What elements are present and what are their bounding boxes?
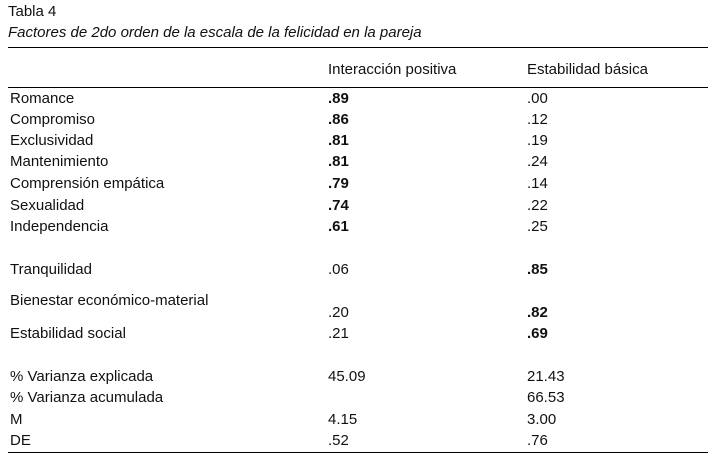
row-label: Comprensión empática: [10, 175, 165, 192]
cell: .85: [527, 261, 548, 278]
cell: .86: [328, 111, 349, 128]
row-label: M: [10, 411, 23, 428]
rule: [8, 47, 708, 48]
cell: .79: [328, 175, 349, 192]
cell: .00: [527, 90, 548, 107]
table-label: Tabla 4: [8, 3, 57, 20]
table-title: Factores de 2do orden de la escala de la…: [8, 24, 422, 41]
cell: .22: [527, 197, 548, 214]
cell: 4.15: [328, 411, 358, 428]
cell: .24: [527, 153, 548, 170]
cell: .74: [328, 197, 349, 214]
cell: .81: [328, 153, 349, 170]
row-label: DE: [10, 432, 31, 449]
row-label: % Varianza acumulada: [10, 389, 164, 406]
column-header: Interacción positiva: [328, 61, 457, 78]
cell: .69: [527, 325, 548, 342]
cell: .82: [527, 304, 548, 321]
cell: .14: [527, 175, 548, 192]
cell: .21: [328, 325, 349, 342]
cell: .25: [527, 218, 548, 235]
cell: .89: [328, 90, 349, 107]
rule: [8, 452, 708, 453]
row-label: Bienestar económico-material: [10, 292, 209, 309]
cell: .19: [527, 132, 548, 149]
cell: 21.43: [527, 368, 565, 385]
cell: .20: [328, 304, 349, 321]
row-label: % Varianza explicada: [10, 368, 154, 385]
cell: .06: [328, 261, 349, 278]
row-label: Compromiso: [10, 111, 96, 128]
column-header: Estabilidad básica: [527, 61, 648, 78]
row-label: Estabilidad social: [10, 325, 126, 342]
cell: .81: [328, 132, 349, 149]
row-label: Mantenimiento: [10, 153, 109, 170]
cell: 45.09: [328, 368, 366, 385]
row-label: Romance: [10, 90, 75, 107]
cell: .61: [328, 218, 349, 235]
cell: .76: [527, 432, 548, 449]
cell: 3.00: [527, 411, 557, 428]
row-label: Sexualidad: [10, 197, 85, 214]
row-label: Independencia: [10, 218, 109, 235]
cell: .12: [527, 111, 548, 128]
cell: 66.53: [527, 389, 565, 406]
row-label: Tranquilidad: [10, 261, 92, 278]
cell: .52: [328, 432, 349, 449]
row-label: Exclusividad: [10, 132, 94, 149]
rule: [8, 87, 708, 88]
